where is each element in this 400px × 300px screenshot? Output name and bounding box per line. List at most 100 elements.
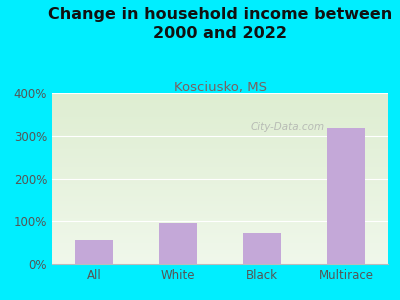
Bar xyxy=(52,129,388,130)
Bar xyxy=(52,202,388,204)
Bar xyxy=(52,153,388,154)
Bar xyxy=(52,95,388,96)
Bar xyxy=(52,213,388,214)
Bar xyxy=(52,194,388,196)
Bar xyxy=(52,208,388,209)
Bar xyxy=(52,238,388,240)
Bar xyxy=(52,175,388,177)
Bar xyxy=(52,257,388,259)
Bar xyxy=(52,151,388,153)
Bar xyxy=(52,245,388,247)
Bar xyxy=(52,201,388,203)
Bar xyxy=(52,187,388,189)
Bar xyxy=(52,161,388,163)
Bar xyxy=(52,184,388,185)
Bar xyxy=(52,160,388,161)
Bar xyxy=(52,255,388,257)
Bar xyxy=(52,139,388,141)
Bar xyxy=(52,96,388,98)
Bar xyxy=(52,232,388,233)
Bar xyxy=(52,249,388,250)
Bar xyxy=(52,220,388,221)
Bar xyxy=(159,224,197,264)
Text: City-Data.com: City-Data.com xyxy=(250,122,324,132)
Bar xyxy=(52,168,388,170)
Bar xyxy=(52,230,388,232)
Bar xyxy=(52,262,388,264)
Bar xyxy=(52,156,388,158)
Bar xyxy=(52,149,388,151)
Bar xyxy=(52,261,388,262)
Bar xyxy=(52,196,388,197)
Bar xyxy=(52,134,388,136)
Bar xyxy=(52,165,388,167)
Bar xyxy=(52,118,388,120)
Bar xyxy=(52,113,388,115)
Bar xyxy=(52,146,388,148)
Bar xyxy=(52,204,388,206)
Bar xyxy=(52,142,388,144)
Bar xyxy=(52,101,388,103)
Bar xyxy=(52,254,388,255)
Bar xyxy=(52,163,388,165)
Bar xyxy=(52,141,388,142)
Bar xyxy=(52,117,388,119)
Bar xyxy=(52,122,388,124)
Bar xyxy=(52,112,388,113)
Bar xyxy=(52,173,388,175)
Bar xyxy=(52,130,388,132)
Bar xyxy=(52,170,388,172)
Bar xyxy=(52,132,388,134)
Bar xyxy=(52,185,388,187)
Bar xyxy=(52,167,388,168)
Bar xyxy=(243,233,281,264)
Bar xyxy=(52,190,388,192)
Bar xyxy=(52,206,388,208)
Bar xyxy=(52,103,388,105)
Bar xyxy=(52,250,388,252)
Bar xyxy=(52,209,388,211)
Bar xyxy=(52,93,388,95)
Bar xyxy=(52,180,388,182)
Bar xyxy=(52,192,388,194)
Bar xyxy=(52,144,388,146)
Bar xyxy=(52,221,388,223)
Bar xyxy=(52,178,388,180)
Bar xyxy=(52,199,388,201)
Bar xyxy=(52,125,388,127)
Bar xyxy=(52,136,388,137)
Bar xyxy=(52,235,388,237)
Bar xyxy=(52,189,388,190)
Bar xyxy=(52,115,388,117)
Bar xyxy=(52,172,388,173)
Bar xyxy=(52,223,388,225)
Bar xyxy=(52,242,388,244)
Bar xyxy=(52,137,388,139)
Bar xyxy=(52,110,388,112)
Bar xyxy=(52,100,388,101)
Bar xyxy=(52,233,388,235)
Bar xyxy=(75,241,113,264)
Bar xyxy=(52,218,388,220)
Bar xyxy=(52,211,388,213)
Text: Kosciusko, MS: Kosciusko, MS xyxy=(174,81,266,94)
Bar xyxy=(52,237,388,238)
Bar xyxy=(52,107,388,108)
Bar xyxy=(52,127,388,129)
Bar xyxy=(52,228,388,230)
Bar xyxy=(52,225,388,226)
Bar xyxy=(52,216,388,218)
Bar xyxy=(52,247,388,249)
Bar xyxy=(52,244,388,245)
Bar xyxy=(52,120,388,122)
Bar xyxy=(52,105,388,107)
Bar xyxy=(52,148,388,149)
Bar xyxy=(52,154,388,156)
Text: Change in household income between
2000 and 2022: Change in household income between 2000 … xyxy=(48,8,392,41)
Bar xyxy=(52,252,388,254)
Bar xyxy=(52,240,388,242)
Bar xyxy=(52,108,388,110)
Bar xyxy=(52,259,388,261)
Bar xyxy=(52,158,388,160)
Bar xyxy=(52,98,388,100)
